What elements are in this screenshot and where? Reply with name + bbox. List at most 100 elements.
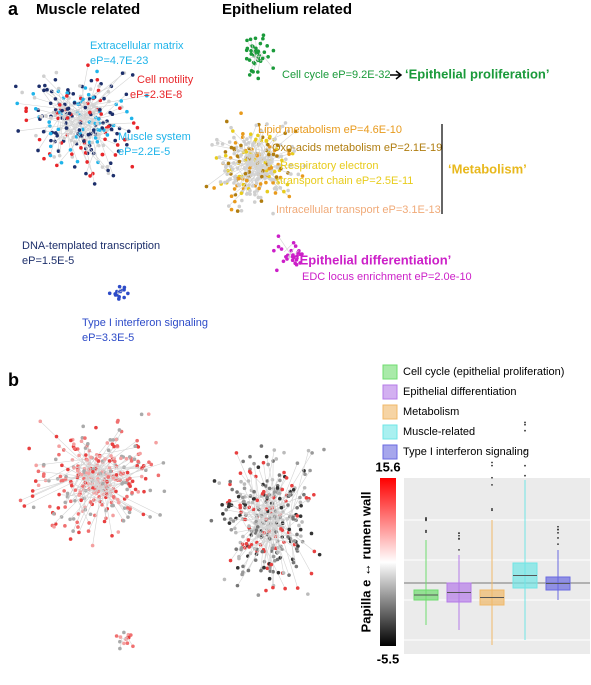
edge [253, 160, 263, 177]
edge [80, 65, 89, 102]
node [83, 86, 88, 90]
outlier [524, 429, 526, 432]
edge [85, 112, 129, 132]
node [36, 469, 41, 474]
outlier [425, 529, 427, 532]
node [237, 554, 241, 559]
node [109, 127, 114, 131]
edge [88, 498, 104, 532]
edge [249, 543, 264, 548]
node [97, 84, 101, 88]
node [44, 114, 48, 118]
node [102, 96, 106, 101]
outlier [524, 421, 526, 424]
node [251, 497, 256, 501]
node [79, 472, 84, 477]
node [254, 50, 259, 54]
node [15, 101, 20, 106]
node [262, 565, 266, 570]
node [58, 474, 63, 479]
node [259, 444, 264, 448]
panel-label: b [8, 370, 19, 390]
edge [262, 493, 269, 531]
node [118, 106, 122, 111]
group-title: Epithelium related [222, 1, 352, 18]
node [111, 503, 115, 508]
node [78, 489, 83, 494]
node [30, 489, 35, 493]
node [287, 493, 292, 498]
node [65, 116, 70, 120]
edge [283, 515, 301, 533]
edge [24, 481, 75, 507]
node [260, 174, 264, 179]
node [70, 155, 75, 159]
edge [242, 518, 264, 573]
node [120, 71, 125, 76]
outlier [458, 538, 460, 540]
node [291, 517, 295, 521]
node [265, 172, 269, 176]
node [37, 84, 41, 89]
node [238, 471, 243, 476]
node [234, 547, 239, 551]
node [162, 489, 167, 494]
node [130, 164, 135, 169]
node [102, 519, 107, 524]
edge [93, 464, 152, 493]
node [132, 457, 137, 462]
node [287, 152, 291, 156]
edge [93, 461, 150, 503]
node [232, 151, 237, 156]
node [233, 526, 237, 531]
edge [77, 475, 105, 478]
edge [110, 458, 133, 493]
outlier [491, 464, 493, 467]
node [272, 186, 277, 191]
node [256, 534, 261, 538]
annotation: eP=2.2E-5 [118, 146, 170, 158]
edge [97, 460, 102, 485]
node [72, 446, 77, 451]
node [250, 500, 255, 505]
legend-label: Cell cycle (epithelial proliferation) [403, 366, 564, 378]
node [86, 442, 90, 446]
node [306, 498, 310, 503]
edge [250, 472, 275, 498]
node [300, 252, 304, 256]
node [264, 588, 268, 593]
node [129, 633, 133, 637]
node [260, 549, 265, 554]
node [234, 530, 238, 535]
node [245, 46, 250, 51]
node [136, 490, 141, 494]
node [55, 163, 59, 168]
node [106, 171, 111, 176]
node [294, 547, 299, 551]
edge [239, 515, 247, 528]
node [279, 166, 283, 171]
node [275, 268, 279, 273]
edge [101, 474, 118, 500]
node [87, 448, 92, 453]
edge [66, 476, 86, 482]
node [302, 492, 306, 497]
edge [87, 443, 92, 464]
node [242, 486, 247, 491]
node [36, 483, 41, 488]
node [135, 125, 140, 130]
node [34, 133, 38, 138]
edge [222, 495, 253, 506]
node [299, 503, 303, 508]
node [37, 137, 42, 142]
node [31, 91, 36, 96]
node [252, 489, 256, 494]
node [60, 108, 64, 113]
node [244, 150, 249, 154]
node [66, 88, 70, 92]
node [240, 495, 245, 500]
node [282, 189, 286, 194]
edge [43, 90, 77, 116]
legend-swatch [382, 444, 398, 460]
annotation: eP=1.5E-5 [22, 255, 74, 267]
